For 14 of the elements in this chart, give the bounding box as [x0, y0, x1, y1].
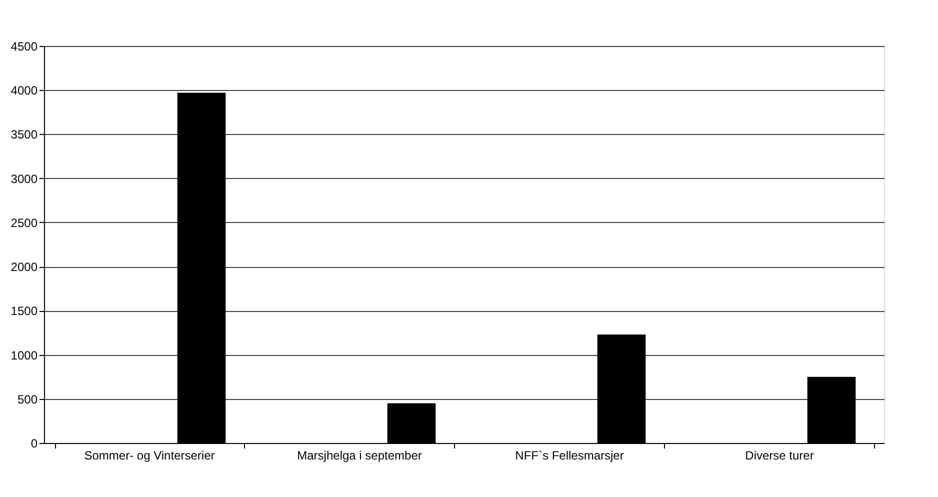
y-tick-label: 3000: [10, 172, 38, 186]
x-tick-label: Sommer- og Vinterserier: [84, 448, 215, 462]
y-tick-label: 2000: [10, 260, 38, 274]
y-tick-label: 1500: [10, 304, 38, 318]
y-tick-label: 1000: [10, 348, 38, 362]
x-tick-label: Marsjhelga i september: [297, 448, 422, 462]
y-tick-label: 4000: [10, 84, 38, 98]
y-tick-label: 4500: [10, 40, 38, 54]
y-tick-label: 0: [30, 436, 38, 450]
x-tick-label: NFF`s Fellesmarsjer: [515, 448, 624, 462]
y-tick-label: 3500: [10, 128, 38, 142]
y-tick-label: 2500: [10, 216, 38, 230]
y-tick-label: 500: [17, 392, 38, 406]
x-tick-label: Diverse turer: [745, 448, 814, 462]
